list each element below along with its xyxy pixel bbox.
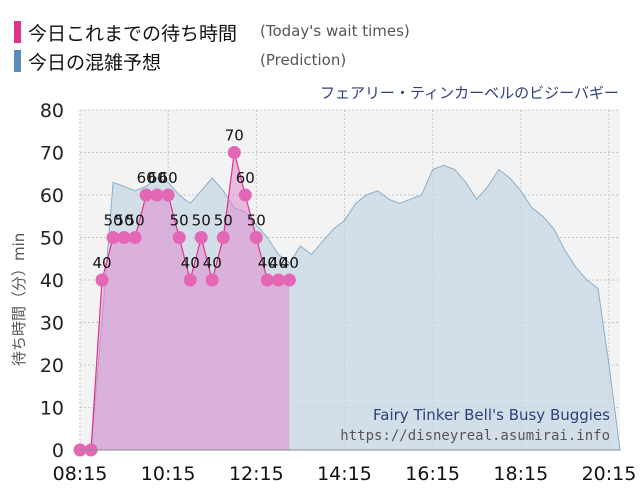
today-point — [216, 231, 230, 244]
today-data-label: 50 — [126, 212, 145, 230]
legend-label-today-en: (Today's wait times) — [260, 22, 410, 40]
today-data-label: 60 — [148, 169, 167, 187]
today-data-label: 70 — [225, 127, 244, 145]
today-data-label: 40 — [92, 254, 111, 272]
today-point — [95, 273, 109, 287]
today-point — [271, 273, 285, 287]
x-tick-label: 16:15 — [405, 463, 460, 485]
y-tick-label: 70 — [40, 143, 64, 165]
today-point — [139, 188, 153, 202]
today-data-label: 60 — [159, 169, 178, 187]
today-point — [183, 273, 197, 287]
legend-label-prediction: 今日の混雑予想 — [28, 52, 162, 74]
today-data-label: 40 — [203, 254, 222, 272]
today-data-label: 50 — [104, 212, 123, 230]
x-tick-label: 18:15 — [493, 463, 548, 485]
y-tick-label: 60 — [40, 185, 64, 207]
x-tick-label: 10:15 — [141, 463, 196, 485]
today-data-label: 60 — [236, 169, 255, 187]
y-tick-label: 30 — [40, 313, 64, 335]
today-data-label: 50 — [214, 212, 233, 230]
x-tick-label: 12:15 — [229, 463, 284, 485]
today-point — [282, 273, 296, 287]
attraction-title: フェアリー・ティンカーベルのビジーバギー — [320, 84, 619, 102]
watermark-url: https://disneyreal.asumirai.info — [340, 428, 610, 444]
today-data-label: 40 — [258, 254, 277, 272]
legend: 今日これまでの待ち時間 (Today's wait times) 今日の混雑予想… — [0, 0, 640, 80]
y-tick-label: 40 — [40, 270, 64, 292]
today-point — [238, 188, 252, 202]
today-swatch — [14, 21, 21, 43]
x-tick-label: 08:15 — [53, 463, 108, 485]
today-point — [150, 188, 164, 202]
today-point — [194, 231, 208, 244]
today-data-label: 50 — [192, 212, 211, 230]
today-point — [227, 146, 241, 159]
prediction-line — [80, 164, 621, 451]
y-tick-label: 0 — [52, 440, 64, 462]
watermark-title: Fairy Tinker Bell's Busy Buggies — [373, 406, 610, 424]
y-tick-label: 80 — [40, 100, 64, 122]
legend-label-today: 今日これまでの待ち時間 — [28, 23, 238, 45]
today-point — [128, 231, 142, 244]
today-data-label: 50 — [170, 212, 189, 230]
y-tick-label: 10 — [40, 398, 64, 420]
today-data-label: 40 — [280, 254, 299, 272]
today-point — [106, 231, 120, 244]
today-point — [161, 188, 175, 202]
today-data-label: 40 — [181, 254, 200, 272]
today-area — [80, 152, 290, 450]
today-data-label: 50 — [247, 212, 266, 230]
today-point — [249, 231, 263, 244]
legend-label-prediction-en: (Prediction) — [260, 51, 347, 69]
today-point — [117, 231, 131, 244]
today-data-label: 60 — [137, 169, 156, 187]
today-data-label: 40 — [269, 254, 288, 272]
y-tick-label: 20 — [40, 355, 64, 377]
y-tick-label: 50 — [40, 228, 64, 250]
today-point — [260, 273, 274, 287]
today-point — [172, 231, 186, 244]
x-tick-label: 14:15 — [317, 463, 372, 485]
prediction-swatch — [14, 50, 21, 72]
y-axis-label: 待ち時間（分）min — [10, 232, 28, 366]
today-point — [205, 273, 219, 287]
today-data-label: 50 — [115, 212, 134, 230]
x-tick-label: 20:15 — [582, 463, 637, 485]
